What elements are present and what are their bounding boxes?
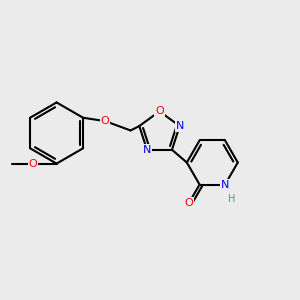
Text: H: H bbox=[228, 194, 235, 204]
Text: O: O bbox=[29, 159, 38, 169]
Text: O: O bbox=[155, 106, 164, 116]
Text: N: N bbox=[221, 180, 229, 190]
Text: O: O bbox=[184, 198, 193, 208]
Text: N: N bbox=[143, 145, 151, 155]
Text: O: O bbox=[101, 116, 110, 126]
Text: N: N bbox=[176, 121, 184, 131]
